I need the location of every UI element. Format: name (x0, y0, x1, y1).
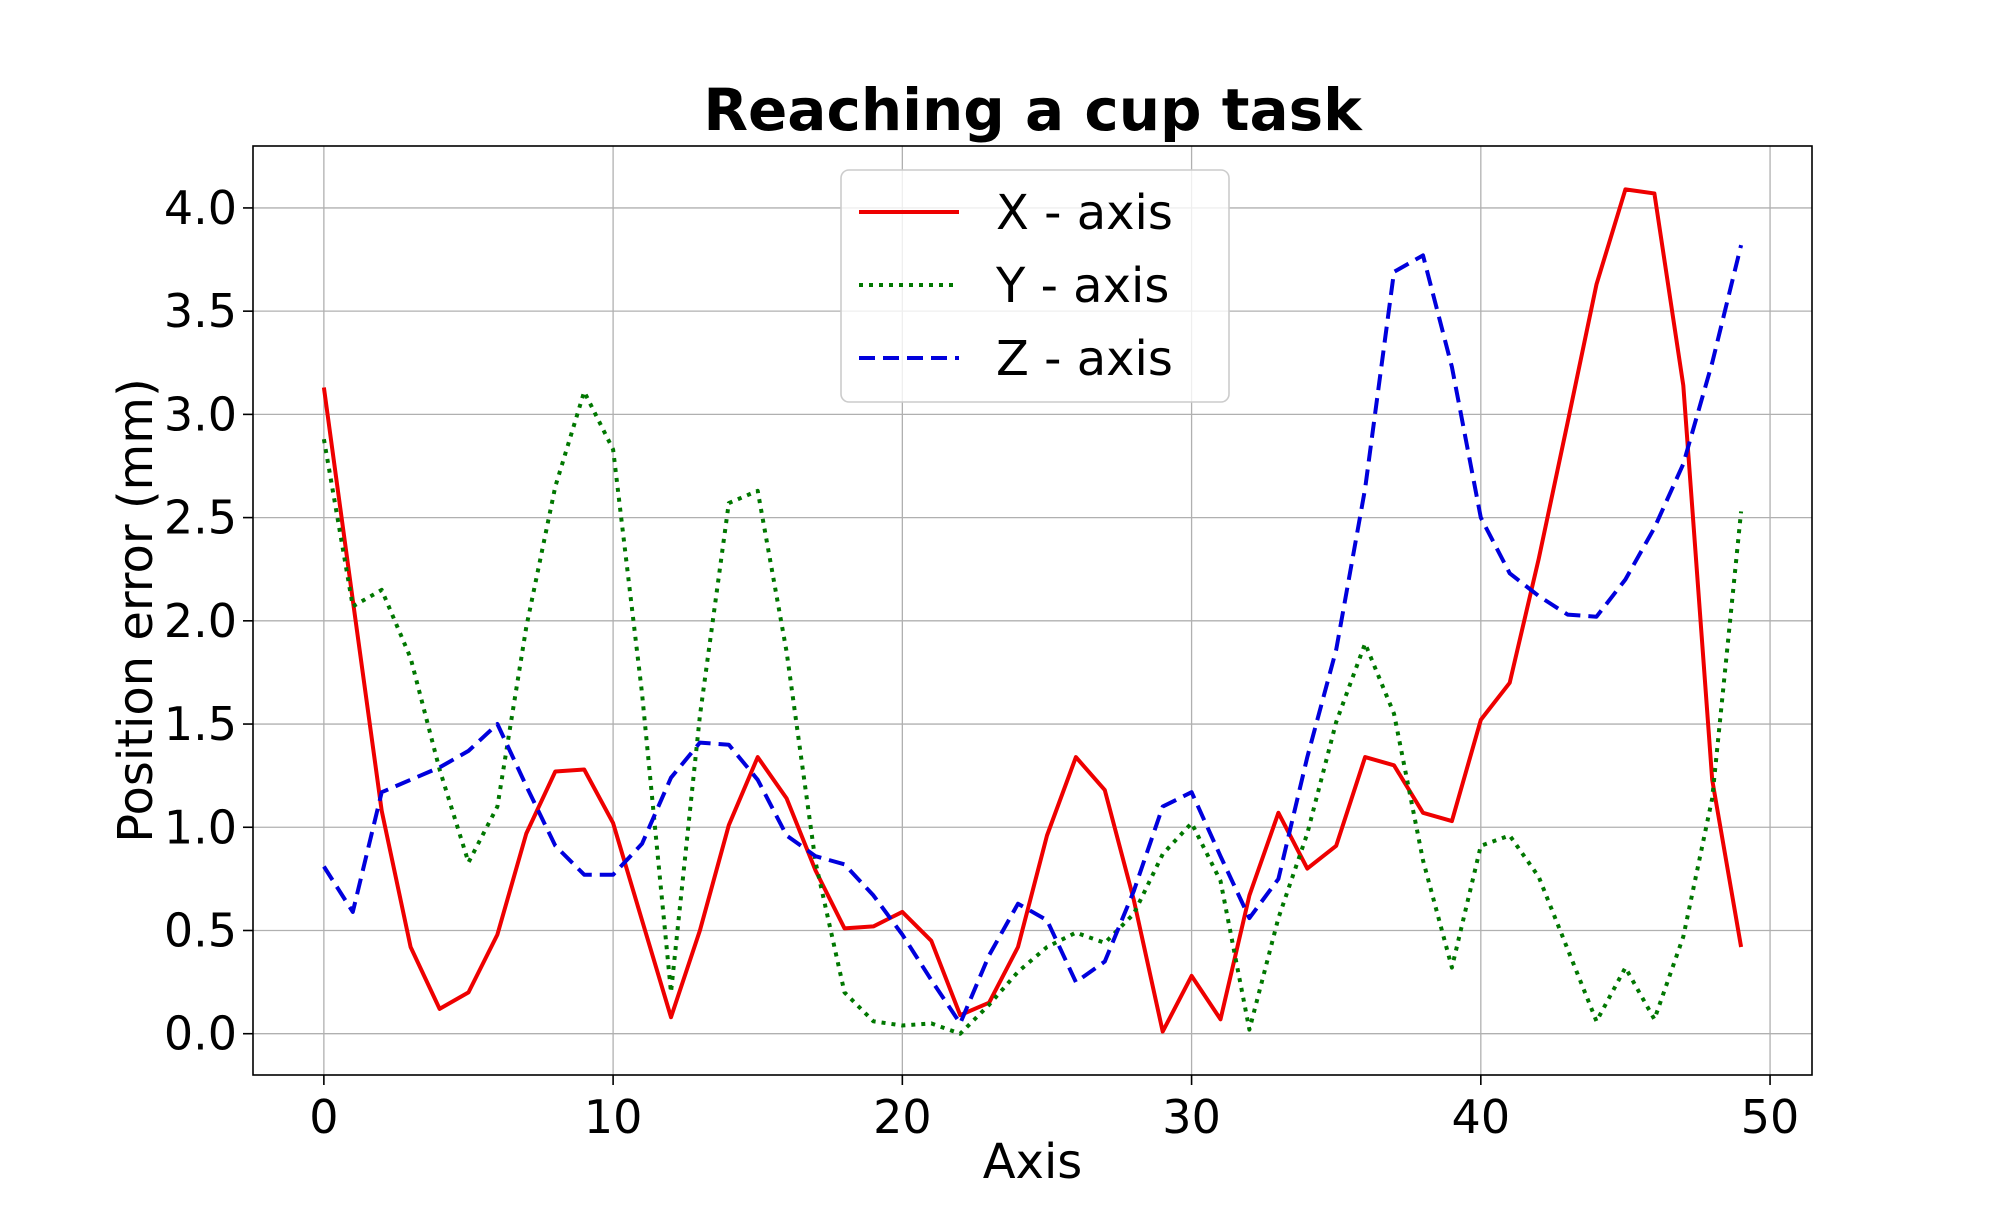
chart-title: Reaching a cup task (703, 76, 1363, 144)
x-tick-label: 40 (1452, 1090, 1511, 1144)
series-line-z-axis (322, 244, 1744, 1026)
legend: X - axis Y - axis Z - axis (840, 169, 1230, 403)
series-line-y-axis (321, 389, 1744, 1036)
y-tick-label: 2.5 (164, 491, 237, 545)
y-axis-label: Position error (mm) (108, 378, 164, 843)
y-tick-label: 1.5 (164, 697, 237, 751)
y-tick-label: 2.0 (164, 594, 237, 648)
y-tick-label: 0.5 (164, 903, 237, 957)
x-axis-label: Axis (983, 1134, 1083, 1190)
x-tick-label: 0 (309, 1090, 338, 1144)
x-tick-label: 10 (584, 1090, 643, 1144)
x-tick-label: 30 (1162, 1090, 1221, 1144)
y-tick-label: 3.5 (164, 284, 237, 338)
plot-lines (321, 187, 1744, 1036)
axis-ticks: 0 10 20 30 40 50 0.0 0.5 1.0 1.5 2.0 2.5 3.0 3.5 4.0 (164, 181, 1799, 1144)
legend-label: Z - axis (996, 331, 1173, 387)
legend-box (840, 169, 1230, 403)
y-tick-label: 0.0 (164, 1007, 237, 1061)
plot-frame (252, 145, 1813, 1076)
x-tick-label: 50 (1741, 1090, 1800, 1144)
x-tick-label: 20 (873, 1090, 932, 1144)
y-tick-label: 1.0 (164, 800, 237, 854)
legend-label: X - axis (996, 185, 1173, 241)
y-tick-label: 4.0 (164, 181, 237, 235)
series-line-x-axis (321, 187, 1744, 1034)
y-tick-label: 3.0 (164, 387, 237, 441)
legend-label: Y - axis (995, 258, 1169, 314)
